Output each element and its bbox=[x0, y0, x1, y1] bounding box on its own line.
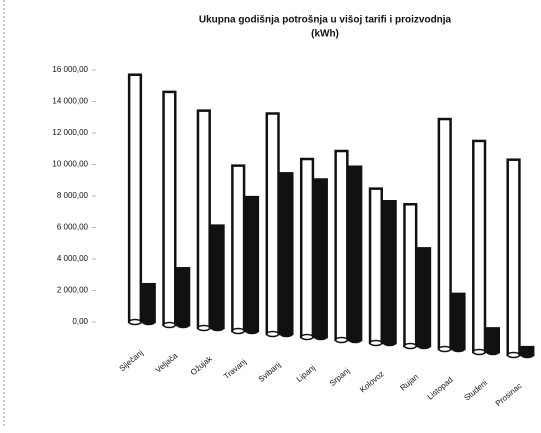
bar bbox=[348, 165, 363, 342]
x-tick-label: Listopad bbox=[426, 375, 455, 401]
bar bbox=[176, 267, 191, 327]
y-tick-label: 10 000,00 bbox=[52, 160, 88, 169]
bar-base bbox=[197, 324, 211, 332]
x-tick-label: Prosinac bbox=[494, 381, 524, 408]
bar-base bbox=[210, 324, 225, 332]
x-tick-label: Lipanj bbox=[295, 363, 317, 384]
bar bbox=[313, 178, 328, 339]
bar bbox=[210, 224, 225, 330]
bar bbox=[506, 158, 521, 357]
bar bbox=[334, 149, 349, 342]
bar bbox=[162, 90, 177, 327]
x-tick-label: Studeni bbox=[462, 378, 489, 402]
bar-base bbox=[300, 333, 314, 341]
bar-base bbox=[245, 327, 259, 335]
chart-title: Ukupna godišnja potrošnja u višoj tarifi… bbox=[199, 15, 452, 26]
bar-base bbox=[266, 330, 280, 338]
y-tick-label: 8 000,00 bbox=[57, 191, 89, 200]
bar bbox=[196, 109, 211, 330]
y-tick-label: 14 000,00 bbox=[52, 97, 88, 106]
y-tick-label: 6 000,00 bbox=[57, 223, 89, 232]
bar-base bbox=[383, 339, 397, 347]
bar bbox=[127, 73, 143, 324]
x-tick-label: Veljača bbox=[154, 351, 180, 375]
bar-base bbox=[162, 321, 176, 329]
bar-base bbox=[451, 345, 466, 353]
bar-base bbox=[231, 327, 245, 335]
chart-subtitle: (kWh) bbox=[311, 29, 339, 40]
x-tick-label: Travanj bbox=[222, 357, 248, 381]
bar-base bbox=[506, 351, 521, 359]
bar bbox=[485, 327, 501, 354]
x-tick-label: Srpanj bbox=[328, 366, 352, 388]
bar bbox=[279, 172, 294, 336]
bar-base bbox=[369, 339, 383, 347]
bar-base bbox=[279, 330, 294, 338]
bar-base bbox=[348, 336, 362, 344]
y-tick-label: 2 000,00 bbox=[57, 286, 89, 295]
bar-base bbox=[142, 318, 156, 326]
y-tick-label: 4 000,00 bbox=[57, 254, 89, 263]
bar-base bbox=[176, 321, 190, 329]
bar bbox=[265, 112, 280, 336]
bar-base bbox=[314, 333, 328, 341]
y-tick-label: 12 000,00 bbox=[52, 128, 88, 137]
y-tick-label: 0,00 bbox=[72, 317, 88, 326]
bar bbox=[141, 282, 156, 324]
bar bbox=[437, 117, 452, 351]
bar-base bbox=[472, 348, 486, 356]
y-tick-label: 16 000,00 bbox=[52, 65, 88, 74]
bar bbox=[244, 195, 260, 333]
bar-base bbox=[486, 348, 500, 356]
bar-base bbox=[438, 345, 452, 353]
bar bbox=[382, 200, 397, 345]
bar-base bbox=[403, 342, 417, 350]
x-tick-label: Rujan bbox=[398, 372, 420, 392]
x-tick-label: Ožujak bbox=[189, 354, 215, 378]
bar-base bbox=[334, 336, 349, 344]
x-tick-label: Svibanj bbox=[257, 360, 283, 384]
bar bbox=[472, 139, 487, 354]
bar bbox=[231, 164, 246, 333]
bar bbox=[416, 247, 432, 348]
bar-base bbox=[128, 318, 142, 326]
bar bbox=[451, 292, 466, 351]
bar bbox=[368, 187, 383, 345]
bar-base bbox=[520, 351, 534, 359]
x-tick-label: Kolovoz bbox=[358, 369, 386, 394]
bar-base bbox=[417, 342, 431, 350]
bar bbox=[403, 203, 418, 348]
bar bbox=[299, 157, 315, 339]
x-tick-label: Siječanj bbox=[118, 348, 145, 373]
